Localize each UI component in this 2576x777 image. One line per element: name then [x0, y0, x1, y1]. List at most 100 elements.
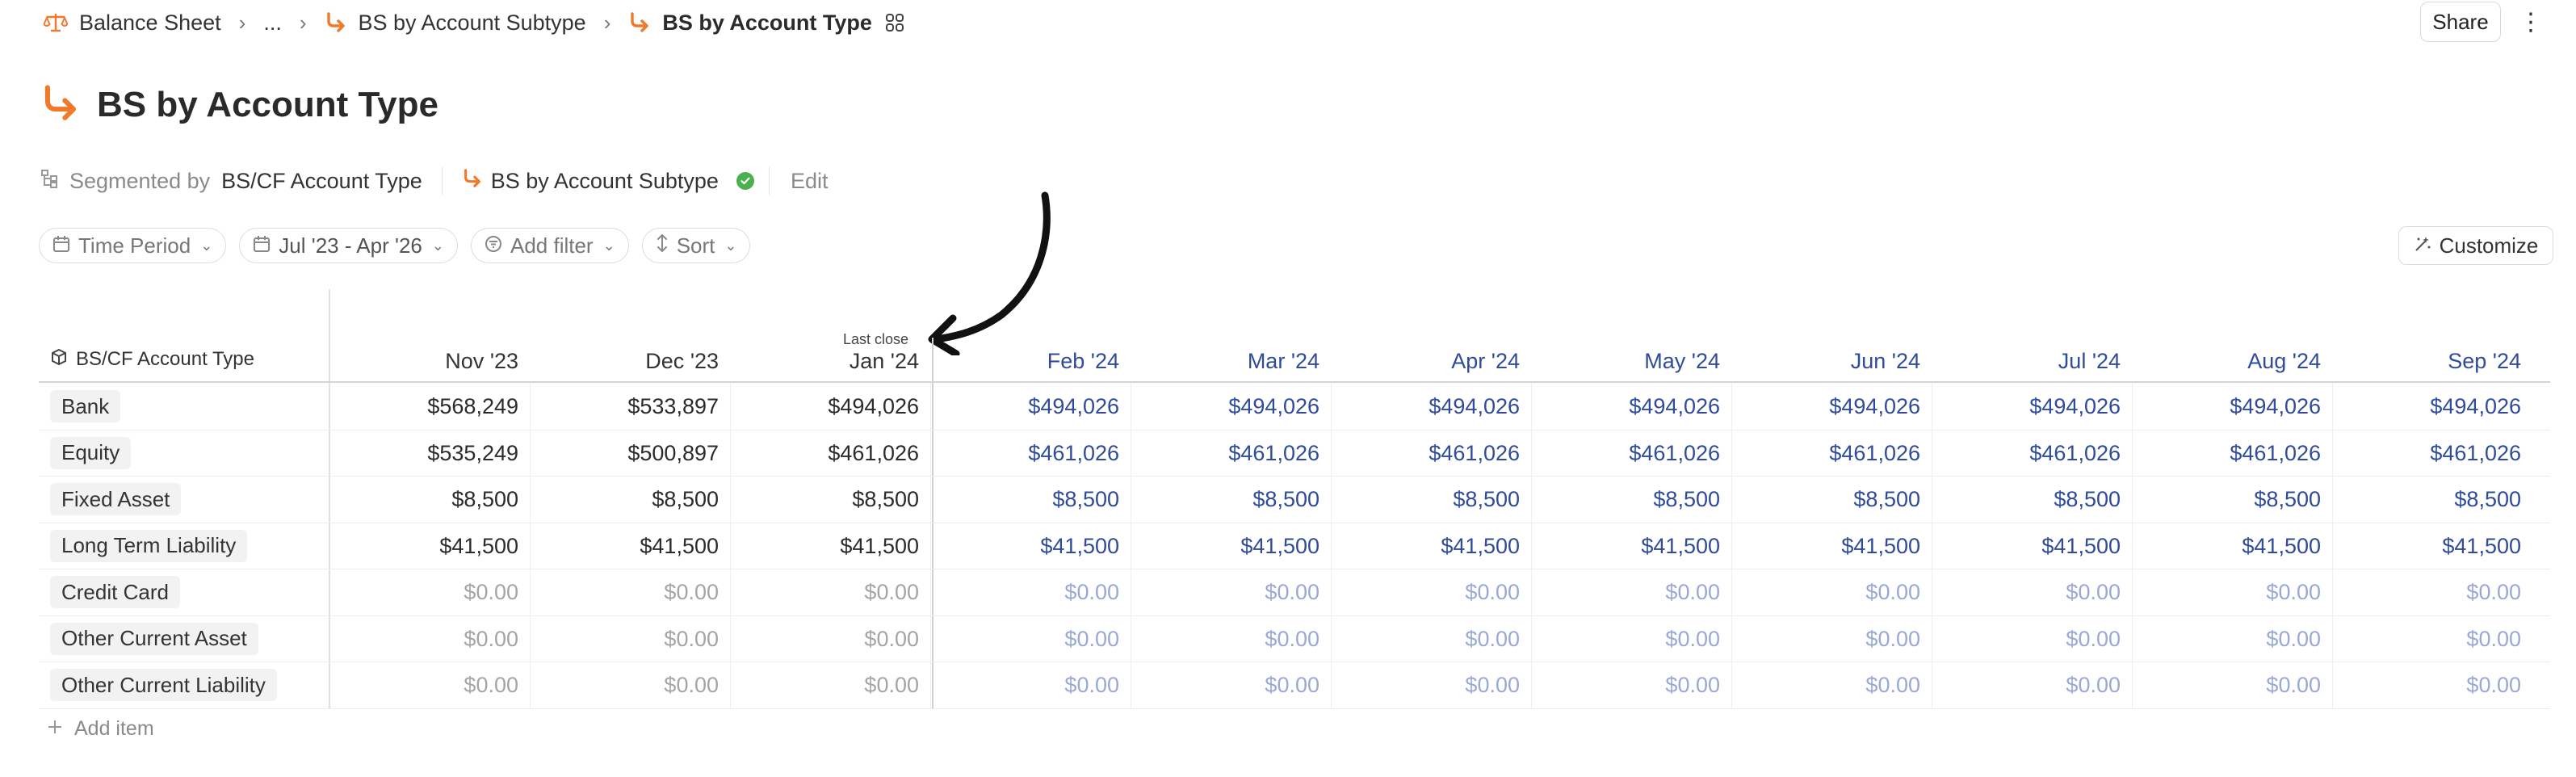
row-label[interactable]: Other Current Liability: [50, 669, 277, 701]
edit-button[interactable]: Edit: [790, 168, 829, 193]
table-cell[interactable]: $0.00: [864, 673, 919, 697]
row-label[interactable]: Bank: [50, 390, 121, 422]
table-cell[interactable]: $41,500: [1040, 533, 1119, 558]
table-cell[interactable]: $8,500: [652, 487, 719, 511]
table-cell[interactable]: $0.00: [1665, 626, 1720, 651]
more-options-icon[interactable]: ⋮: [2519, 8, 2543, 36]
table-cell[interactable]: $0.00: [464, 580, 518, 604]
month-column-header[interactable]: May '24: [1644, 349, 1720, 373]
table-cell[interactable]: $8,500: [2054, 487, 2121, 511]
table-cell[interactable]: $0.00: [1064, 626, 1119, 651]
table-cell[interactable]: $8,500: [451, 487, 518, 511]
row-label[interactable]: Long Term Liability: [50, 529, 248, 562]
table-cell[interactable]: $0.00: [2266, 626, 2321, 651]
row-label[interactable]: Credit Card: [50, 576, 180, 608]
table-cell[interactable]: $494,026: [1429, 394, 1520, 418]
table-cell[interactable]: $494,026: [2230, 394, 2321, 418]
table-cell[interactable]: $461,026: [2230, 440, 2321, 465]
sort-button[interactable]: Sort ⌄: [641, 228, 751, 263]
table-cell[interactable]: $0.00: [2466, 626, 2521, 651]
breadcrumb-item-ellipsis[interactable]: ...: [263, 10, 282, 36]
table-cell[interactable]: $41,500: [1240, 533, 1319, 558]
table-cell[interactable]: $8,500: [1653, 487, 1720, 511]
table-cell[interactable]: $8,500: [1853, 487, 1920, 511]
breadcrumb-item-bs-by-account-subtype[interactable]: BS by Account Subtype: [325, 10, 586, 36]
table-cell[interactable]: $0.00: [2266, 673, 2321, 697]
table-cell[interactable]: $0.00: [1064, 580, 1119, 604]
time-period-filter[interactable]: Time Period ⌄: [39, 228, 227, 263]
table-cell[interactable]: $0.00: [1865, 626, 1920, 651]
month-column-header[interactable]: Nov '23: [445, 349, 518, 373]
table-cell[interactable]: $0.00: [1064, 673, 1119, 697]
month-column-header[interactable]: Feb '24: [1047, 349, 1119, 373]
command-icon[interactable]: [883, 11, 906, 34]
table-cell[interactable]: $0.00: [464, 626, 518, 651]
table-cell[interactable]: $0.00: [664, 626, 719, 651]
table-cell[interactable]: $41,500: [439, 533, 518, 558]
table-cell[interactable]: $41,500: [2242, 533, 2321, 558]
table-cell[interactable]: $0.00: [864, 580, 919, 604]
table-cell[interactable]: $533,897: [627, 394, 719, 418]
table-cell[interactable]: $461,026: [2029, 440, 2121, 465]
month-column-header[interactable]: Apr '24: [1451, 349, 1520, 373]
table-cell[interactable]: $494,026: [1028, 394, 1119, 418]
table-cell[interactable]: $8,500: [1052, 487, 1119, 511]
share-button[interactable]: Share: [2420, 2, 2501, 42]
table-cell[interactable]: $0.00: [1665, 580, 1720, 604]
table-cell[interactable]: $568,249: [427, 394, 518, 418]
segment-dimension[interactable]: BS/CF Account Type: [221, 168, 422, 193]
month-column-header[interactable]: Jul '24: [2058, 349, 2121, 373]
table-cell[interactable]: $0.00: [1265, 580, 1319, 604]
table-cell[interactable]: $41,500: [2442, 533, 2521, 558]
table-cell[interactable]: $0.00: [464, 673, 518, 697]
table-cell[interactable]: $41,500: [640, 533, 719, 558]
row-label[interactable]: Equity: [50, 436, 132, 469]
month-column-header[interactable]: Sep '24: [2448, 349, 2521, 373]
table-cell[interactable]: $0.00: [864, 626, 919, 651]
month-column-header[interactable]: Jun '24: [1850, 349, 1920, 373]
date-range-filter[interactable]: Jul '23 - Apr '26 ⌄: [239, 228, 458, 263]
row-label[interactable]: Other Current Asset: [50, 622, 258, 655]
table-cell[interactable]: $41,500: [840, 533, 919, 558]
customize-button[interactable]: Customize: [2398, 226, 2553, 265]
table-cell[interactable]: $0.00: [1265, 626, 1319, 651]
table-cell[interactable]: $0.00: [2266, 580, 2321, 604]
table-cell[interactable]: $0.00: [1465, 580, 1520, 604]
table-cell[interactable]: $8,500: [1252, 487, 1319, 511]
table-cell[interactable]: $0.00: [1665, 673, 1720, 697]
table-cell[interactable]: $8,500: [2254, 487, 2321, 511]
table-cell[interactable]: $0.00: [664, 673, 719, 697]
month-column-header[interactable]: Mar '24: [1247, 349, 1319, 373]
table-cell[interactable]: $461,026: [1829, 440, 1920, 465]
add-item-button[interactable]: Add item: [47, 714, 154, 743]
table-cell[interactable]: $494,026: [828, 394, 919, 418]
table-cell[interactable]: $500,897: [627, 440, 719, 465]
table-cell[interactable]: $0.00: [1265, 673, 1319, 697]
table-cell[interactable]: $461,026: [828, 440, 919, 465]
breadcrumb-item-balance-sheet[interactable]: Balance Sheet: [44, 10, 221, 36]
table-cell[interactable]: $0.00: [1865, 580, 1920, 604]
table-cell[interactable]: $41,500: [1441, 533, 1520, 558]
table-cell[interactable]: $41,500: [2041, 533, 2121, 558]
table-cell[interactable]: $0.00: [2066, 673, 2121, 697]
table-cell[interactable]: $494,026: [1829, 394, 1920, 418]
table-cell[interactable]: $0.00: [664, 580, 719, 604]
table-cell[interactable]: $0.00: [2066, 626, 2121, 651]
table-cell[interactable]: $494,026: [1629, 394, 1720, 418]
segment-source-link[interactable]: BS by Account Subtype: [490, 168, 719, 193]
table-cell[interactable]: $0.00: [1865, 673, 1920, 697]
table-cell[interactable]: $535,249: [427, 440, 518, 465]
table-cell[interactable]: $0.00: [1465, 626, 1520, 651]
month-column-header[interactable]: Dec '23: [645, 349, 719, 373]
table-cell[interactable]: $461,026: [1028, 440, 1119, 465]
dimension-column-header[interactable]: BS/CF Account Type: [50, 346, 254, 373]
month-column-header[interactable]: Jan '24: [849, 349, 919, 373]
table-cell[interactable]: $8,500: [2454, 487, 2521, 511]
table-cell[interactable]: $41,500: [1641, 533, 1720, 558]
month-column-header[interactable]: Aug '24: [2247, 349, 2321, 373]
table-cell[interactable]: $461,026: [1228, 440, 1319, 465]
table-cell[interactable]: $8,500: [852, 487, 919, 511]
table-cell[interactable]: $461,026: [1629, 440, 1720, 465]
table-cell[interactable]: $41,500: [1841, 533, 1920, 558]
table-cell[interactable]: $0.00: [2466, 673, 2521, 697]
